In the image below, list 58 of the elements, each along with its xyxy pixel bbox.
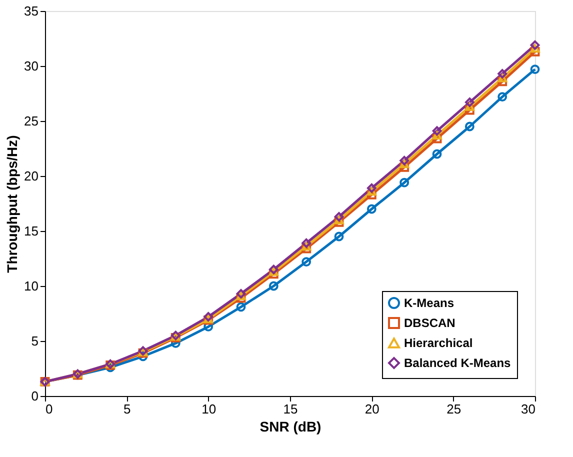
point <box>334 212 344 222</box>
point <box>498 92 508 102</box>
point <box>530 40 540 50</box>
point <box>530 46 540 56</box>
point <box>366 187 376 196</box>
point <box>236 293 246 303</box>
point <box>268 269 278 279</box>
point <box>464 98 474 108</box>
y-tick-label: 0 <box>31 388 38 404</box>
point <box>334 232 344 242</box>
point <box>302 238 312 248</box>
point <box>334 216 344 224</box>
legend-label: K-Means <box>404 296 454 310</box>
x-tick-label: 20 <box>364 402 380 416</box>
point <box>302 257 312 266</box>
point <box>366 183 376 193</box>
point <box>400 162 410 172</box>
legend-label: Balanced K-Means <box>404 356 512 370</box>
point <box>334 217 344 227</box>
point <box>366 204 376 214</box>
point <box>236 302 246 312</box>
y-tick-label: 5 <box>31 334 38 348</box>
y-tick-label: 30 <box>24 58 38 74</box>
y-tick-label: 15 <box>24 224 38 238</box>
point <box>400 156 410 166</box>
point <box>498 76 508 86</box>
point <box>400 160 410 168</box>
point <box>498 68 508 78</box>
y-tick-label: 35 <box>24 4 38 18</box>
point <box>302 242 312 251</box>
y-tick-label: 10 <box>24 278 38 294</box>
point <box>464 122 474 132</box>
x-tick-label: 30 <box>521 402 536 416</box>
point <box>498 74 508 82</box>
y-tick-label: 20 <box>24 168 38 184</box>
point <box>432 126 442 136</box>
point <box>236 292 246 300</box>
point <box>464 102 474 111</box>
legend-label: Hierarchical <box>404 336 473 350</box>
x-tick-label: 10 <box>202 402 216 416</box>
point <box>268 281 278 291</box>
point <box>432 149 442 159</box>
x-tick-label: 0 <box>46 402 53 416</box>
point <box>268 267 278 276</box>
x-axis-title: SNR (dB) <box>260 418 322 434</box>
point <box>464 105 474 115</box>
point <box>400 178 410 188</box>
point <box>530 44 540 53</box>
legend-label: DBSCAN <box>404 316 456 330</box>
y-tick-label: 25 <box>24 114 38 128</box>
x-tick-label: 5 <box>124 402 131 416</box>
x-tick-label: 25 <box>446 402 462 416</box>
y-axis-title: Throughput (bps/Hz) <box>4 135 20 273</box>
point <box>432 131 442 140</box>
point <box>432 134 442 144</box>
x-tick-label: 15 <box>283 402 298 416</box>
point <box>302 244 312 254</box>
point <box>366 190 376 200</box>
